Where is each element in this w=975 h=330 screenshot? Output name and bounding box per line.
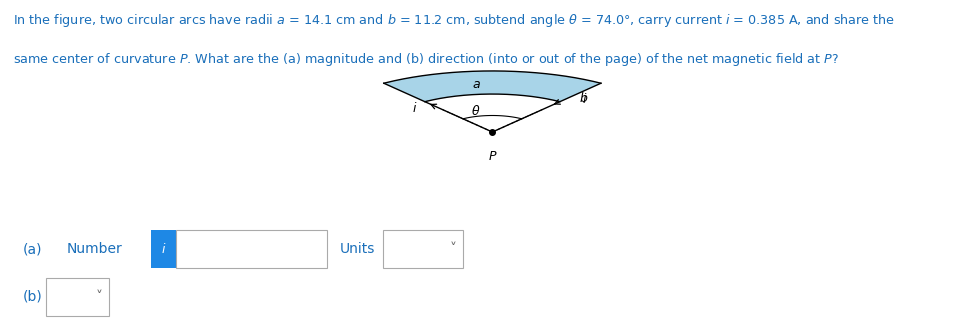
Text: $i$: $i$ [411,101,417,115]
FancyBboxPatch shape [151,230,176,268]
FancyBboxPatch shape [46,278,109,316]
Text: Units: Units [339,242,374,256]
Text: $i$: $i$ [161,242,166,256]
Text: (b): (b) [22,290,42,304]
Polygon shape [384,71,601,102]
Text: Number: Number [66,242,122,256]
Text: ˅: ˅ [449,242,456,256]
Text: $a$: $a$ [472,78,481,91]
Text: same center of curvature $P$. What are the (a) magnitude and (b) direction (into: same center of curvature $P$. What are t… [13,51,838,68]
Text: $i$: $i$ [582,92,587,106]
Text: $b$: $b$ [579,91,589,105]
FancyBboxPatch shape [383,230,463,268]
Text: (a): (a) [22,242,42,256]
Text: ˅: ˅ [96,290,102,304]
Text: $P$: $P$ [488,150,497,163]
Text: In the figure, two circular arcs have radii $a$ = 14.1 cm and $b$ = 11.2 cm, sub: In the figure, two circular arcs have ra… [13,12,895,29]
Text: $\theta$: $\theta$ [471,104,481,118]
FancyBboxPatch shape [176,230,327,268]
